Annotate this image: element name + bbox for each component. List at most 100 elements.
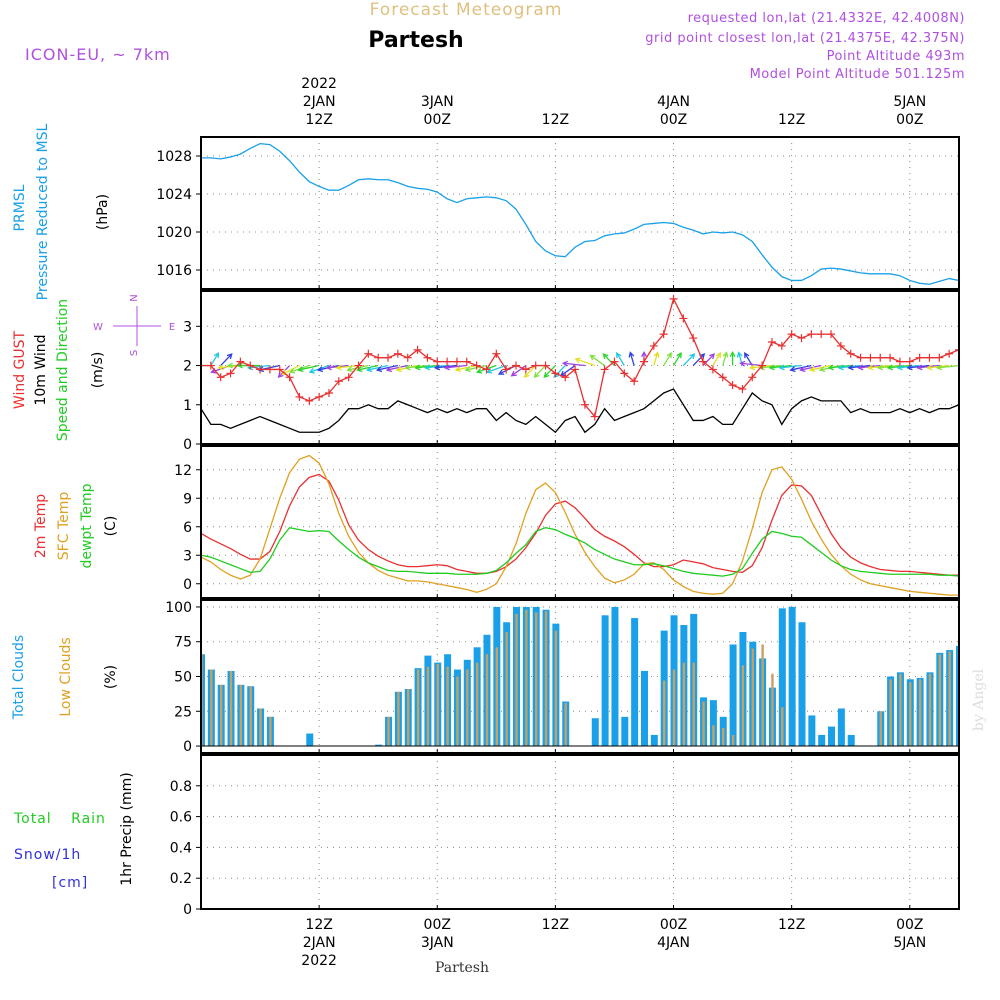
total-cloud-bar xyxy=(650,734,658,747)
gust-marker xyxy=(630,377,639,386)
compass-rose-icon: N W E S xyxy=(93,294,175,356)
gust-marker xyxy=(403,353,412,362)
bottom-time-label: 00Z xyxy=(896,917,923,933)
low-cloud-bar xyxy=(554,630,558,747)
top-time-label: 3JAN xyxy=(421,94,454,110)
wind-arrow-head xyxy=(827,364,834,371)
wind-arrow-head xyxy=(497,369,505,375)
wind-arrow-head xyxy=(739,360,746,367)
wind-arrow-head xyxy=(589,354,596,361)
wind-arrow xyxy=(810,364,832,371)
wind-arrow-head xyxy=(628,351,635,358)
wind-arrow xyxy=(377,364,399,371)
low-cloud-bar xyxy=(771,673,774,747)
gust-marker xyxy=(738,385,747,394)
wind-arrow-head xyxy=(689,353,696,360)
wind-arrow-head xyxy=(561,360,569,367)
low-cloud-bar xyxy=(219,684,223,747)
total-cloud-bar xyxy=(611,606,619,747)
gust-marker xyxy=(649,341,658,350)
wind-arrow-head xyxy=(736,351,743,358)
low-cloud-bar xyxy=(712,725,715,747)
panel-temperature: 0 3 6 9 12 xyxy=(174,445,960,599)
wind-arrow-head xyxy=(857,364,864,371)
low-cloud-bar xyxy=(781,707,784,747)
series-line-wind-gust xyxy=(201,297,959,418)
gust-marker xyxy=(689,334,698,343)
wind-arrow xyxy=(534,365,547,378)
wind-arrow xyxy=(575,358,595,367)
footer-location: Partesh xyxy=(435,960,489,976)
low-cloud-bar xyxy=(662,680,666,747)
wind-arrow xyxy=(800,364,822,371)
wind-panel-labels: Wind GUST 10m Wind Speed and Direction (… xyxy=(12,294,175,441)
wind-arrow xyxy=(692,353,705,366)
wind-arrow xyxy=(663,352,672,366)
gust-marker xyxy=(256,365,265,374)
requested-coords: requested lon,lat (21.4332E, 42.4008N) xyxy=(688,11,965,26)
y-tick-label: 0.6 xyxy=(170,810,192,826)
y-tick-label: 9 xyxy=(183,491,192,507)
total-cloud-bar xyxy=(788,606,796,747)
pressure-panel-labels: PRMSL Pressure Reduced to MSL (hPa) xyxy=(12,123,111,300)
gust-marker xyxy=(905,357,914,366)
wind-arrow-head xyxy=(366,366,373,373)
wind-arrow-head xyxy=(744,351,750,359)
wind-arrow-head xyxy=(375,366,383,373)
bottom-time-label: 12Z xyxy=(542,917,569,933)
wind-arrow-head xyxy=(886,364,893,371)
wind-arrow xyxy=(629,352,635,366)
compass-w: W xyxy=(93,322,103,333)
gust-marker xyxy=(216,373,225,382)
gust-marker xyxy=(817,330,826,339)
wind-arrow-head xyxy=(335,364,342,371)
temp-unit: (C) xyxy=(103,516,119,537)
wind-arrow-head xyxy=(288,368,296,374)
low-cloud-bar xyxy=(269,716,272,747)
wind-arrow-head xyxy=(193,353,197,358)
wind-arrow-head xyxy=(768,364,775,371)
bottom-time-axis: 12Z 2JAN 2022 00Z 3JAN 12Z 00Z 4JAN 12Z 00Z 5JAN xyxy=(301,917,926,969)
wind-arrow-head xyxy=(778,364,785,371)
low-cloud-bar xyxy=(731,734,735,747)
wind-arrow xyxy=(298,364,320,371)
gust-marker xyxy=(334,377,343,386)
wind-arrow xyxy=(653,352,659,366)
gust-marker xyxy=(344,373,353,382)
gust-marker xyxy=(482,365,491,374)
total-cloud-bar xyxy=(201,654,205,747)
wind-arrow-head xyxy=(543,371,550,378)
panel-precipitation: 0 0.2 0.4 0.6 0.8 xyxy=(170,754,960,918)
wind-arrow-head xyxy=(325,364,332,371)
top-time-label: 00Z xyxy=(660,112,687,128)
panel-wind: 0 1 2 3 xyxy=(183,290,960,453)
low-cloud-bar xyxy=(889,679,892,747)
watermark: by Angel xyxy=(971,668,987,731)
gust-marker xyxy=(590,412,599,421)
wind-label-dir: Speed and Direction xyxy=(55,299,71,441)
wind-arrow xyxy=(524,365,537,378)
low-cloud-bar xyxy=(751,648,754,747)
total-cloud-bar xyxy=(778,608,786,747)
wind-arrow xyxy=(779,364,802,369)
temp-label-dewpt: dewpt Temp xyxy=(79,483,95,568)
gust-marker xyxy=(315,392,324,401)
temp-label-2m: 2m Temp xyxy=(33,494,49,558)
wind-arrow-head xyxy=(443,364,450,371)
wind-arrow-head xyxy=(213,351,220,359)
wind-arrow xyxy=(220,353,233,366)
low-cloud-bar xyxy=(692,662,695,747)
gust-marker xyxy=(354,361,363,370)
wind-arrow-head xyxy=(395,366,402,373)
gust-marker xyxy=(620,369,629,378)
gust-marker xyxy=(236,357,245,366)
low-cloud-bar xyxy=(239,684,243,747)
wind-arrow xyxy=(672,352,682,366)
gust-marker xyxy=(708,365,717,374)
wind-arrow-head xyxy=(916,364,923,371)
gust-marker xyxy=(246,361,255,370)
gust-marker xyxy=(472,361,481,370)
wind-arrow-head xyxy=(867,364,874,371)
wind-arrow xyxy=(744,352,753,366)
